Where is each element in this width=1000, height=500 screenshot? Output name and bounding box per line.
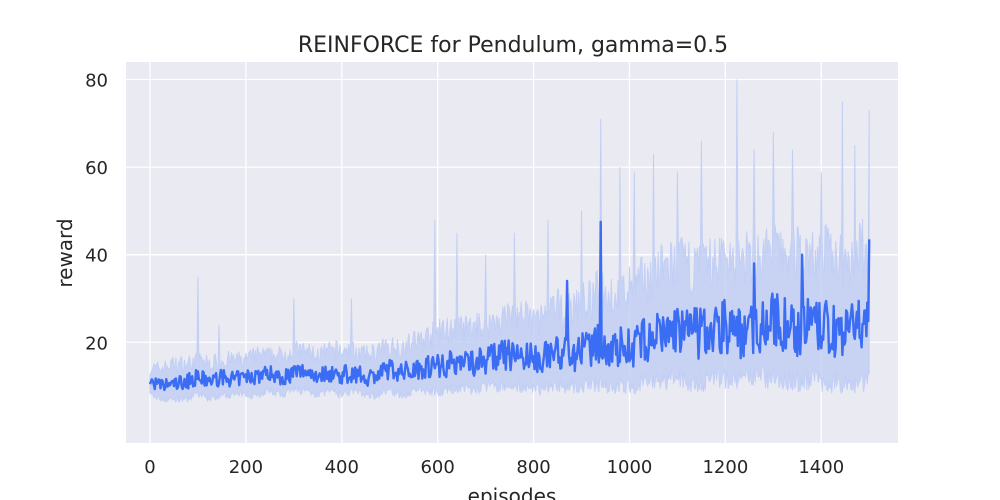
x-tick-label: 800 bbox=[516, 457, 550, 478]
y-axis-label: reward bbox=[53, 218, 77, 287]
y-tick-labels: 20 40 60 80 bbox=[85, 71, 108, 355]
y-tick-label: 80 bbox=[85, 71, 108, 92]
x-tick-label: 400 bbox=[325, 457, 359, 478]
x-tick-label: 0 bbox=[144, 457, 155, 478]
x-axis-label: episodes bbox=[468, 484, 557, 500]
y-tick-label: 60 bbox=[85, 158, 108, 179]
mean-reward-line bbox=[148, 220, 871, 392]
mean-reward-polyline bbox=[148, 220, 871, 392]
x-tick-label: 200 bbox=[229, 457, 263, 478]
x-tick-label: 1400 bbox=[798, 457, 844, 478]
y-tick-label: 20 bbox=[85, 333, 108, 354]
x-tick-label: 1200 bbox=[702, 457, 748, 478]
x-tick-label: 600 bbox=[420, 457, 454, 478]
y-tick-label: 40 bbox=[85, 246, 108, 267]
x-tick-label: 1000 bbox=[607, 457, 653, 478]
x-tick-labels: 0 200 400 600 800 1000 1200 1400 bbox=[144, 457, 844, 478]
chart-title: REINFORCE for Pendulum, gamma=0.5 bbox=[298, 33, 728, 58]
